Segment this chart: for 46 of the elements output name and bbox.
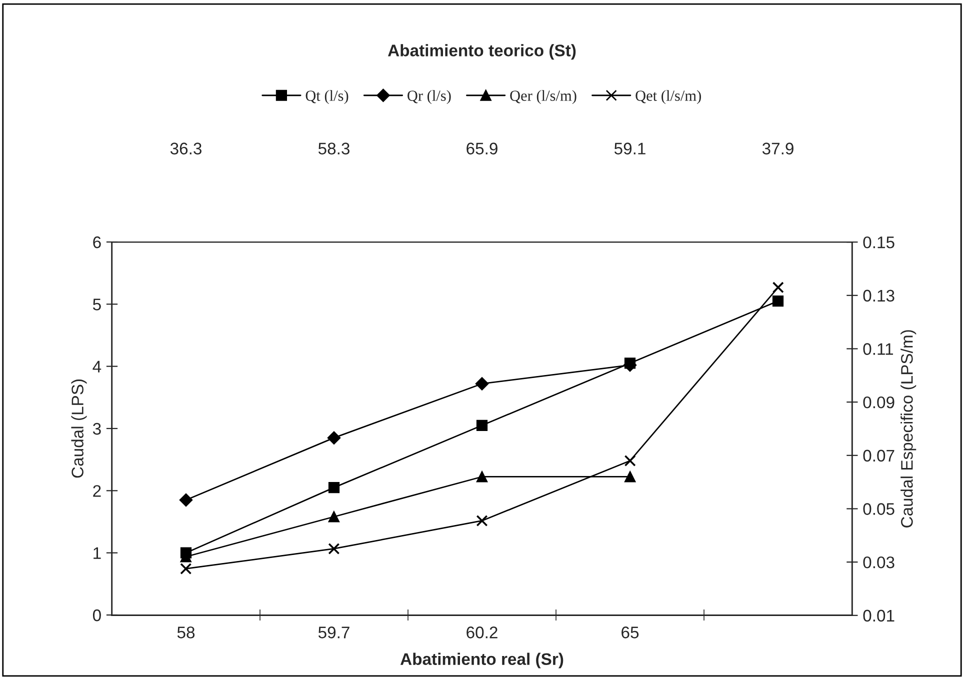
x-tick-label: 58	[177, 626, 195, 638]
y2-tick-label: 0.05	[863, 503, 894, 515]
x-tick-label: 59.7	[318, 626, 350, 638]
y-axis-title: Caudal (LPS)	[71, 380, 87, 478]
y-tick-label: 1	[94, 547, 101, 559]
y2-tick-label: 0.01	[863, 610, 894, 622]
point	[328, 542, 340, 554]
point	[476, 471, 488, 482]
y-tick-label: 2	[93, 485, 101, 497]
y-tick-label: 0	[92, 609, 101, 622]
point	[772, 282, 784, 294]
x2-axis-title: Abatimiento teorico (St)	[388, 44, 576, 60]
legend-label: Qr (l/s)	[408, 90, 451, 104]
y-tick-label: 4	[92, 360, 102, 372]
y-tick-label: 6	[93, 236, 101, 248]
point	[179, 493, 193, 507]
point	[328, 482, 340, 494]
point	[475, 377, 489, 390]
y2-tick-label: 0.07	[863, 450, 894, 462]
text: 58.3	[318, 142, 350, 154]
y2-tick-label: 0.03	[863, 556, 894, 568]
point	[772, 296, 784, 307]
y2-tick-label: 0.13	[863, 290, 894, 302]
point	[180, 562, 192, 574]
x-tick-label: 65	[622, 626, 639, 638]
y2-tick-label: 0.09	[863, 396, 894, 408]
y-tick-label: 3	[92, 422, 101, 435]
point	[328, 511, 340, 522]
legend-label: Qer (l/s/m)	[510, 90, 576, 104]
x-tick-label: 60.2	[466, 626, 498, 638]
x-axis-title: Abatimiento real (Sr)	[400, 652, 564, 668]
y-tick-label: 5	[92, 298, 101, 310]
y2-axis-title: Caudal Especifico (LPS/m)	[900, 330, 916, 528]
point	[327, 431, 341, 444]
point	[476, 514, 488, 526]
point	[624, 471, 636, 482]
y2-tick-label: 0.11	[863, 343, 893, 355]
text: 36.3	[170, 142, 202, 154]
text: 59.1	[614, 142, 646, 154]
text: 37.9	[762, 142, 794, 154]
legend-label: Qet (l/s/m)	[636, 90, 701, 104]
point	[624, 454, 636, 467]
legend-label: Qt (l/s)	[306, 90, 348, 104]
text: 65.9	[466, 142, 498, 154]
y2-tick-label: 0.15	[863, 236, 894, 248]
point	[476, 420, 488, 431]
